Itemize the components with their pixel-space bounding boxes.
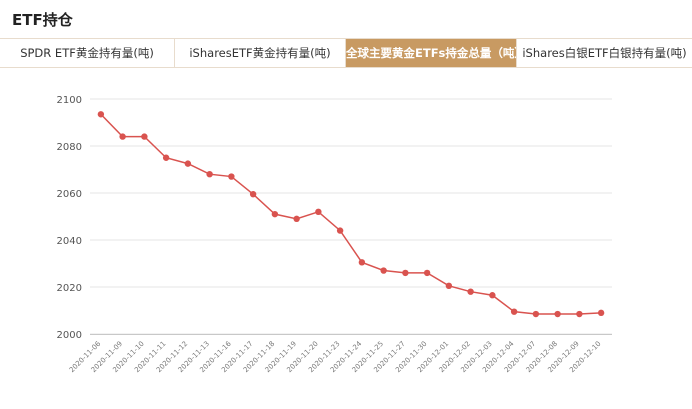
y-tick-label: 2100 [57,95,82,106]
tab-ishares-gold[interactable]: iSharesETF黄金持有量(吨) [175,39,346,67]
tab-bar: SPDR ETF黄金持有量(吨) iSharesETF黄金持有量(吨) 全球主要… [0,38,692,68]
data-point [510,308,518,315]
tab-ishares-silver[interactable]: iShares白银ETF白银持有量(吨) [522,46,687,60]
data-point [423,269,431,277]
series-line [100,113,602,315]
data-point [184,160,192,167]
data-point [315,208,322,215]
data-point [489,292,496,299]
y-tick-label: 2040 [57,236,82,247]
data-point [293,215,300,223]
data-point [97,111,105,118]
data-point [162,154,170,161]
data-point [380,267,387,274]
y-tick-label: 2020 [57,283,82,294]
data-point [358,259,366,266]
tab-global-gold-etfs[interactable]: 全球主要黄金ETFs持金总量（吨） [346,39,517,67]
y-tick-label: 2060 [57,189,82,200]
data-point [119,133,126,140]
data-point [402,269,409,277]
data-point [228,173,235,180]
data-point [597,309,605,317]
page-title: ETF持仓 [12,11,73,29]
data-point [271,210,279,218]
data-point [445,282,453,290]
y-tick-label: 2080 [57,142,82,153]
data-point [336,227,344,234]
chart-container: 2000 2020 2040 2060 2080 2100 2020-11-06 2020-1… [0,67,692,404]
data-point [532,310,540,318]
line-chart: 2000202020402060208021002020-11-062020-1… [57,95,612,374]
header: ETF持仓 [0,0,692,38]
data-point [467,288,474,295]
y-tick-label: 2000 [57,330,82,341]
data-point [576,310,583,318]
data-point [206,171,213,178]
data-point [554,310,561,318]
tab-spdr-gold[interactable]: SPDR ETF黄金持有量(吨) [0,39,175,67]
data-point [141,133,148,140]
data-point [249,190,257,198]
